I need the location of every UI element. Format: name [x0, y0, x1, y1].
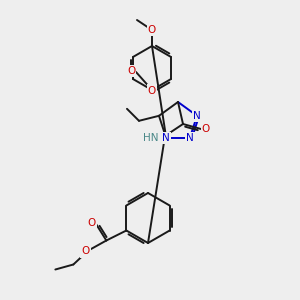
Text: N: N	[162, 133, 170, 143]
Text: N: N	[193, 111, 201, 121]
Text: O: O	[202, 124, 210, 134]
Text: O: O	[127, 66, 135, 76]
Text: O: O	[81, 247, 89, 256]
Text: HN: HN	[142, 133, 158, 143]
Text: O: O	[148, 85, 156, 95]
Text: O: O	[87, 218, 95, 229]
Text: N: N	[186, 133, 194, 143]
Text: O: O	[148, 25, 156, 35]
